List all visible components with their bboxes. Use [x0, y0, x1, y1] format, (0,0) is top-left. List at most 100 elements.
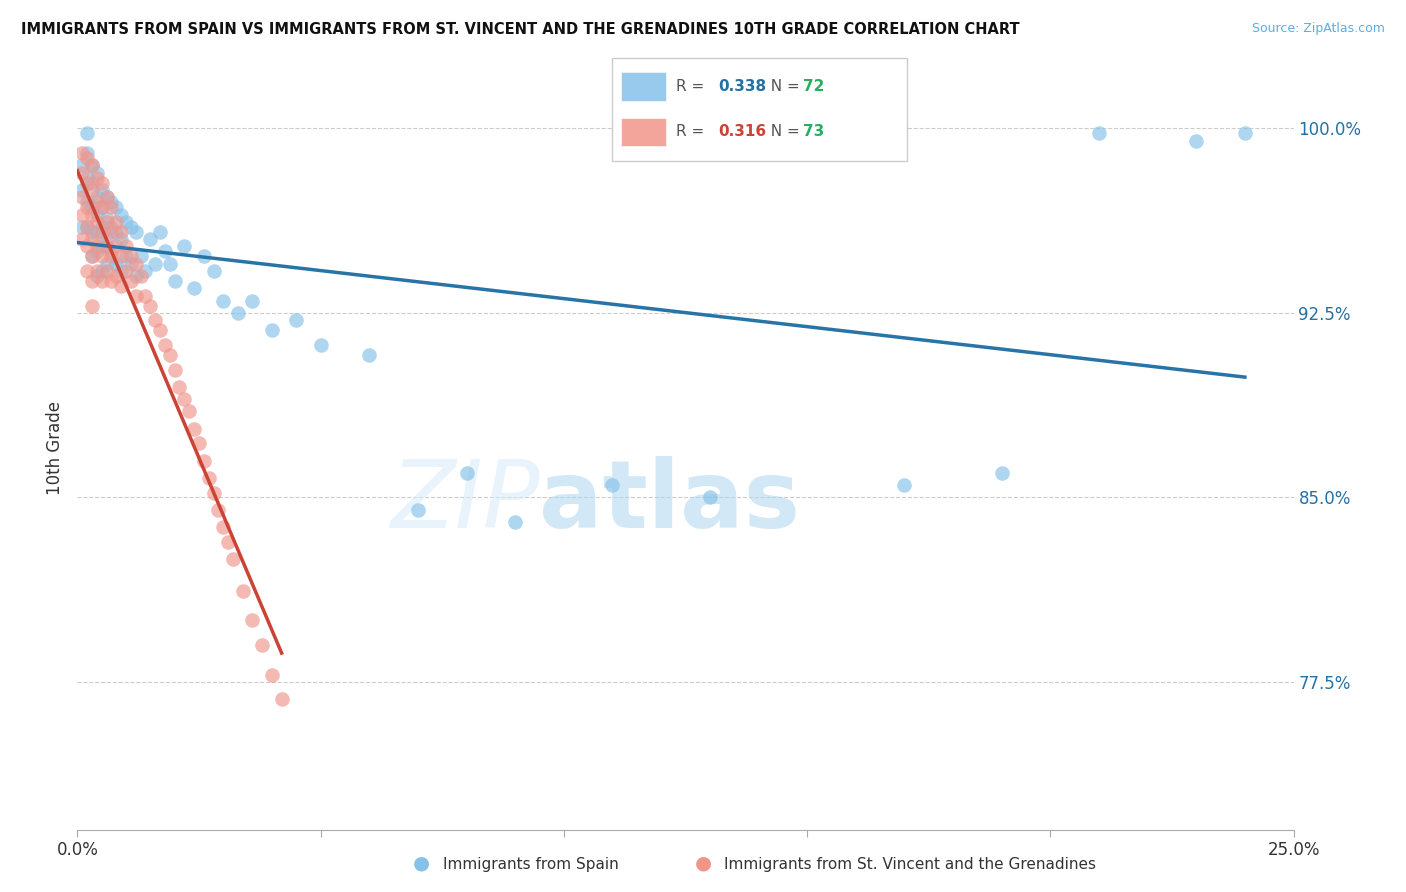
Point	[990, 466, 1012, 480]
Point	[90, 239, 112, 253]
Point	[359, 348, 381, 362]
Point	[90, 200, 112, 214]
Point	[90, 183, 112, 197]
Point	[893, 478, 915, 492]
Point	[80, 200, 103, 214]
Text: 73: 73	[803, 124, 824, 139]
Point	[100, 274, 122, 288]
Point	[86, 195, 108, 210]
Point	[309, 338, 332, 352]
Text: N =: N =	[761, 124, 804, 139]
Text: ●: ●	[695, 854, 711, 872]
Point	[76, 195, 98, 210]
Point	[110, 278, 132, 293]
Point	[76, 200, 98, 214]
Point	[173, 392, 195, 406]
Point	[76, 176, 98, 190]
Point	[105, 215, 128, 229]
Point	[193, 453, 215, 467]
Point	[159, 257, 181, 271]
Text: R =: R =	[676, 124, 710, 139]
Point	[86, 239, 108, 253]
Point	[212, 520, 235, 534]
Point	[105, 239, 128, 253]
Point	[212, 293, 235, 308]
Point	[70, 207, 93, 221]
Point	[110, 232, 132, 246]
Point	[250, 638, 273, 652]
Point	[70, 146, 93, 161]
Point	[80, 158, 103, 172]
Point	[242, 293, 264, 308]
Point	[80, 207, 103, 221]
Point	[70, 219, 93, 234]
Point	[139, 232, 162, 246]
Text: 0.338: 0.338	[718, 79, 766, 95]
Point	[70, 232, 93, 246]
Point	[120, 249, 142, 263]
Point	[100, 225, 122, 239]
Point	[242, 614, 264, 628]
Point	[90, 176, 112, 190]
Point	[134, 288, 156, 302]
Point	[110, 249, 132, 263]
Point	[100, 249, 122, 263]
Point	[197, 471, 219, 485]
Point	[80, 158, 103, 172]
Point	[129, 249, 152, 263]
Point	[90, 225, 112, 239]
Point	[76, 219, 98, 234]
Point	[96, 190, 118, 204]
Point	[70, 158, 93, 172]
Point	[232, 583, 254, 598]
Point	[80, 225, 103, 239]
Point	[105, 257, 128, 271]
Point	[169, 380, 191, 394]
Point	[76, 146, 98, 161]
Point	[100, 244, 122, 259]
Point	[90, 219, 112, 234]
Point	[76, 126, 98, 140]
Point	[188, 436, 211, 450]
Point	[76, 264, 98, 278]
Point	[86, 166, 108, 180]
Text: ●: ●	[413, 854, 430, 872]
Text: IMMIGRANTS FROM SPAIN VS IMMIGRANTS FROM ST. VINCENT AND THE GRENADINES 10TH GRA: IMMIGRANTS FROM SPAIN VS IMMIGRANTS FROM…	[21, 22, 1019, 37]
Text: Immigrants from Spain: Immigrants from Spain	[443, 857, 619, 872]
Point	[80, 249, 103, 263]
Point	[193, 249, 215, 263]
Point	[76, 239, 98, 253]
Point	[86, 225, 108, 239]
Point	[153, 244, 176, 259]
Point	[120, 257, 142, 271]
Point	[222, 552, 245, 566]
Text: N =: N =	[761, 79, 804, 95]
Point	[70, 183, 93, 197]
Point	[163, 362, 186, 376]
Point	[115, 249, 138, 263]
Point	[76, 151, 98, 165]
Point	[163, 274, 186, 288]
Point	[217, 534, 239, 549]
Point	[80, 249, 103, 263]
Point	[260, 667, 283, 681]
Point	[125, 288, 148, 302]
Point	[100, 195, 122, 210]
Text: R =: R =	[676, 79, 710, 95]
Point	[90, 264, 112, 278]
Point	[76, 170, 98, 185]
Text: Immigrants from St. Vincent and the Grenadines: Immigrants from St. Vincent and the Gren…	[724, 857, 1097, 872]
Point	[96, 257, 118, 271]
Point	[110, 264, 132, 278]
Point	[100, 219, 122, 234]
Point	[125, 268, 148, 283]
Point	[125, 257, 148, 271]
Point	[226, 306, 249, 320]
Point	[134, 264, 156, 278]
Point	[602, 478, 624, 492]
Point	[503, 515, 526, 529]
Point	[90, 249, 112, 263]
Point	[129, 268, 152, 283]
Point	[105, 200, 128, 214]
Point	[1088, 126, 1111, 140]
